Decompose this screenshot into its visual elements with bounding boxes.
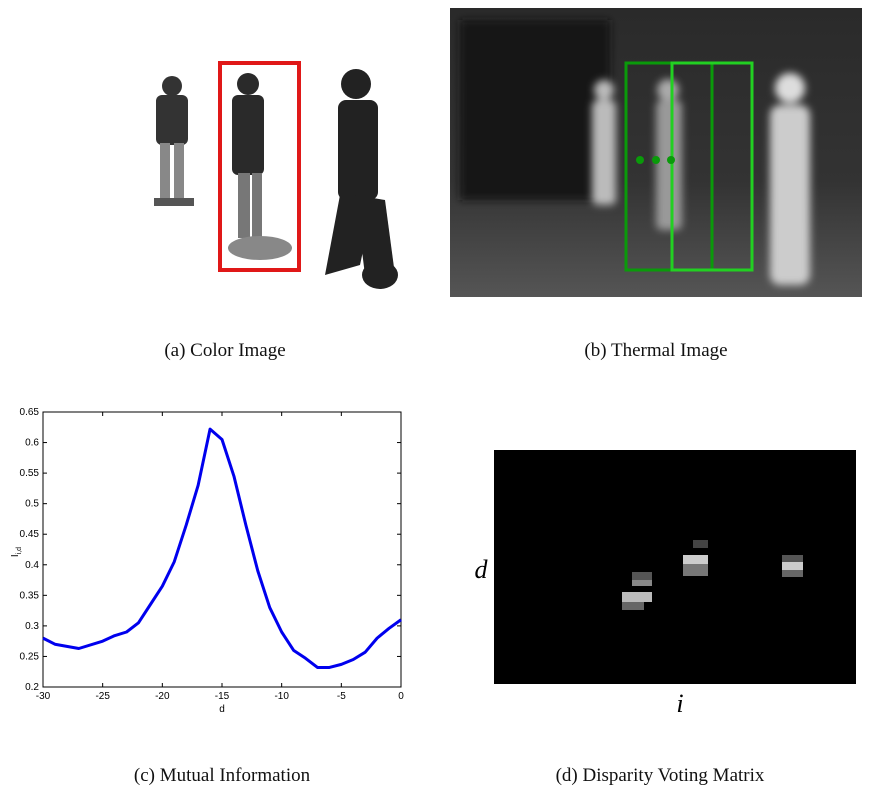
color-image — [154, 63, 398, 289]
y-tick-label: 0.25 — [20, 651, 40, 662]
x-tick-label: -10 — [274, 691, 289, 702]
person — [325, 69, 398, 289]
person — [154, 76, 194, 206]
voting-matrix: d i — [475, 450, 857, 718]
y-tick-label: 0.6 — [25, 438, 39, 449]
plot-frame — [43, 412, 401, 687]
caption: (b) Thermal Image — [584, 340, 727, 361]
x-tick-label: -25 — [95, 691, 110, 702]
x-axis-label: d — [219, 704, 225, 715]
y-tick-label: 0.2 — [25, 682, 39, 693]
axis-label: i — [676, 689, 683, 718]
y-tick-label: 0.5 — [25, 499, 39, 510]
y-tick-label: 0.55 — [20, 468, 40, 479]
y-axis-label-sub: i,d — [16, 547, 23, 555]
y-tick-label: 0.4 — [25, 560, 39, 571]
y-tick-label: 0.35 — [20, 590, 40, 601]
caption: (a) Color Image — [164, 340, 285, 361]
x-tick-label: -5 — [337, 691, 346, 702]
y-axis-label: Ii,d — [10, 547, 23, 557]
y-tick-label: 0.3 — [25, 621, 39, 632]
y-tick-label: 0.45 — [20, 529, 40, 540]
caption: (d) Disparity Voting Matrix — [556, 765, 765, 786]
x-tick-label: -20 — [155, 691, 170, 702]
thermal-image — [450, 8, 862, 297]
x-tick-label: -15 — [215, 691, 230, 702]
axis-label: d — [475, 555, 489, 584]
person — [228, 73, 292, 260]
y-tick-label: 0.65 — [20, 407, 40, 418]
figure: d i (a) Color Image (b) Thermal Image (c… — [0, 0, 889, 793]
caption: (c) Mutual Information — [134, 765, 311, 786]
x-tick-label: 0 — [398, 691, 404, 702]
